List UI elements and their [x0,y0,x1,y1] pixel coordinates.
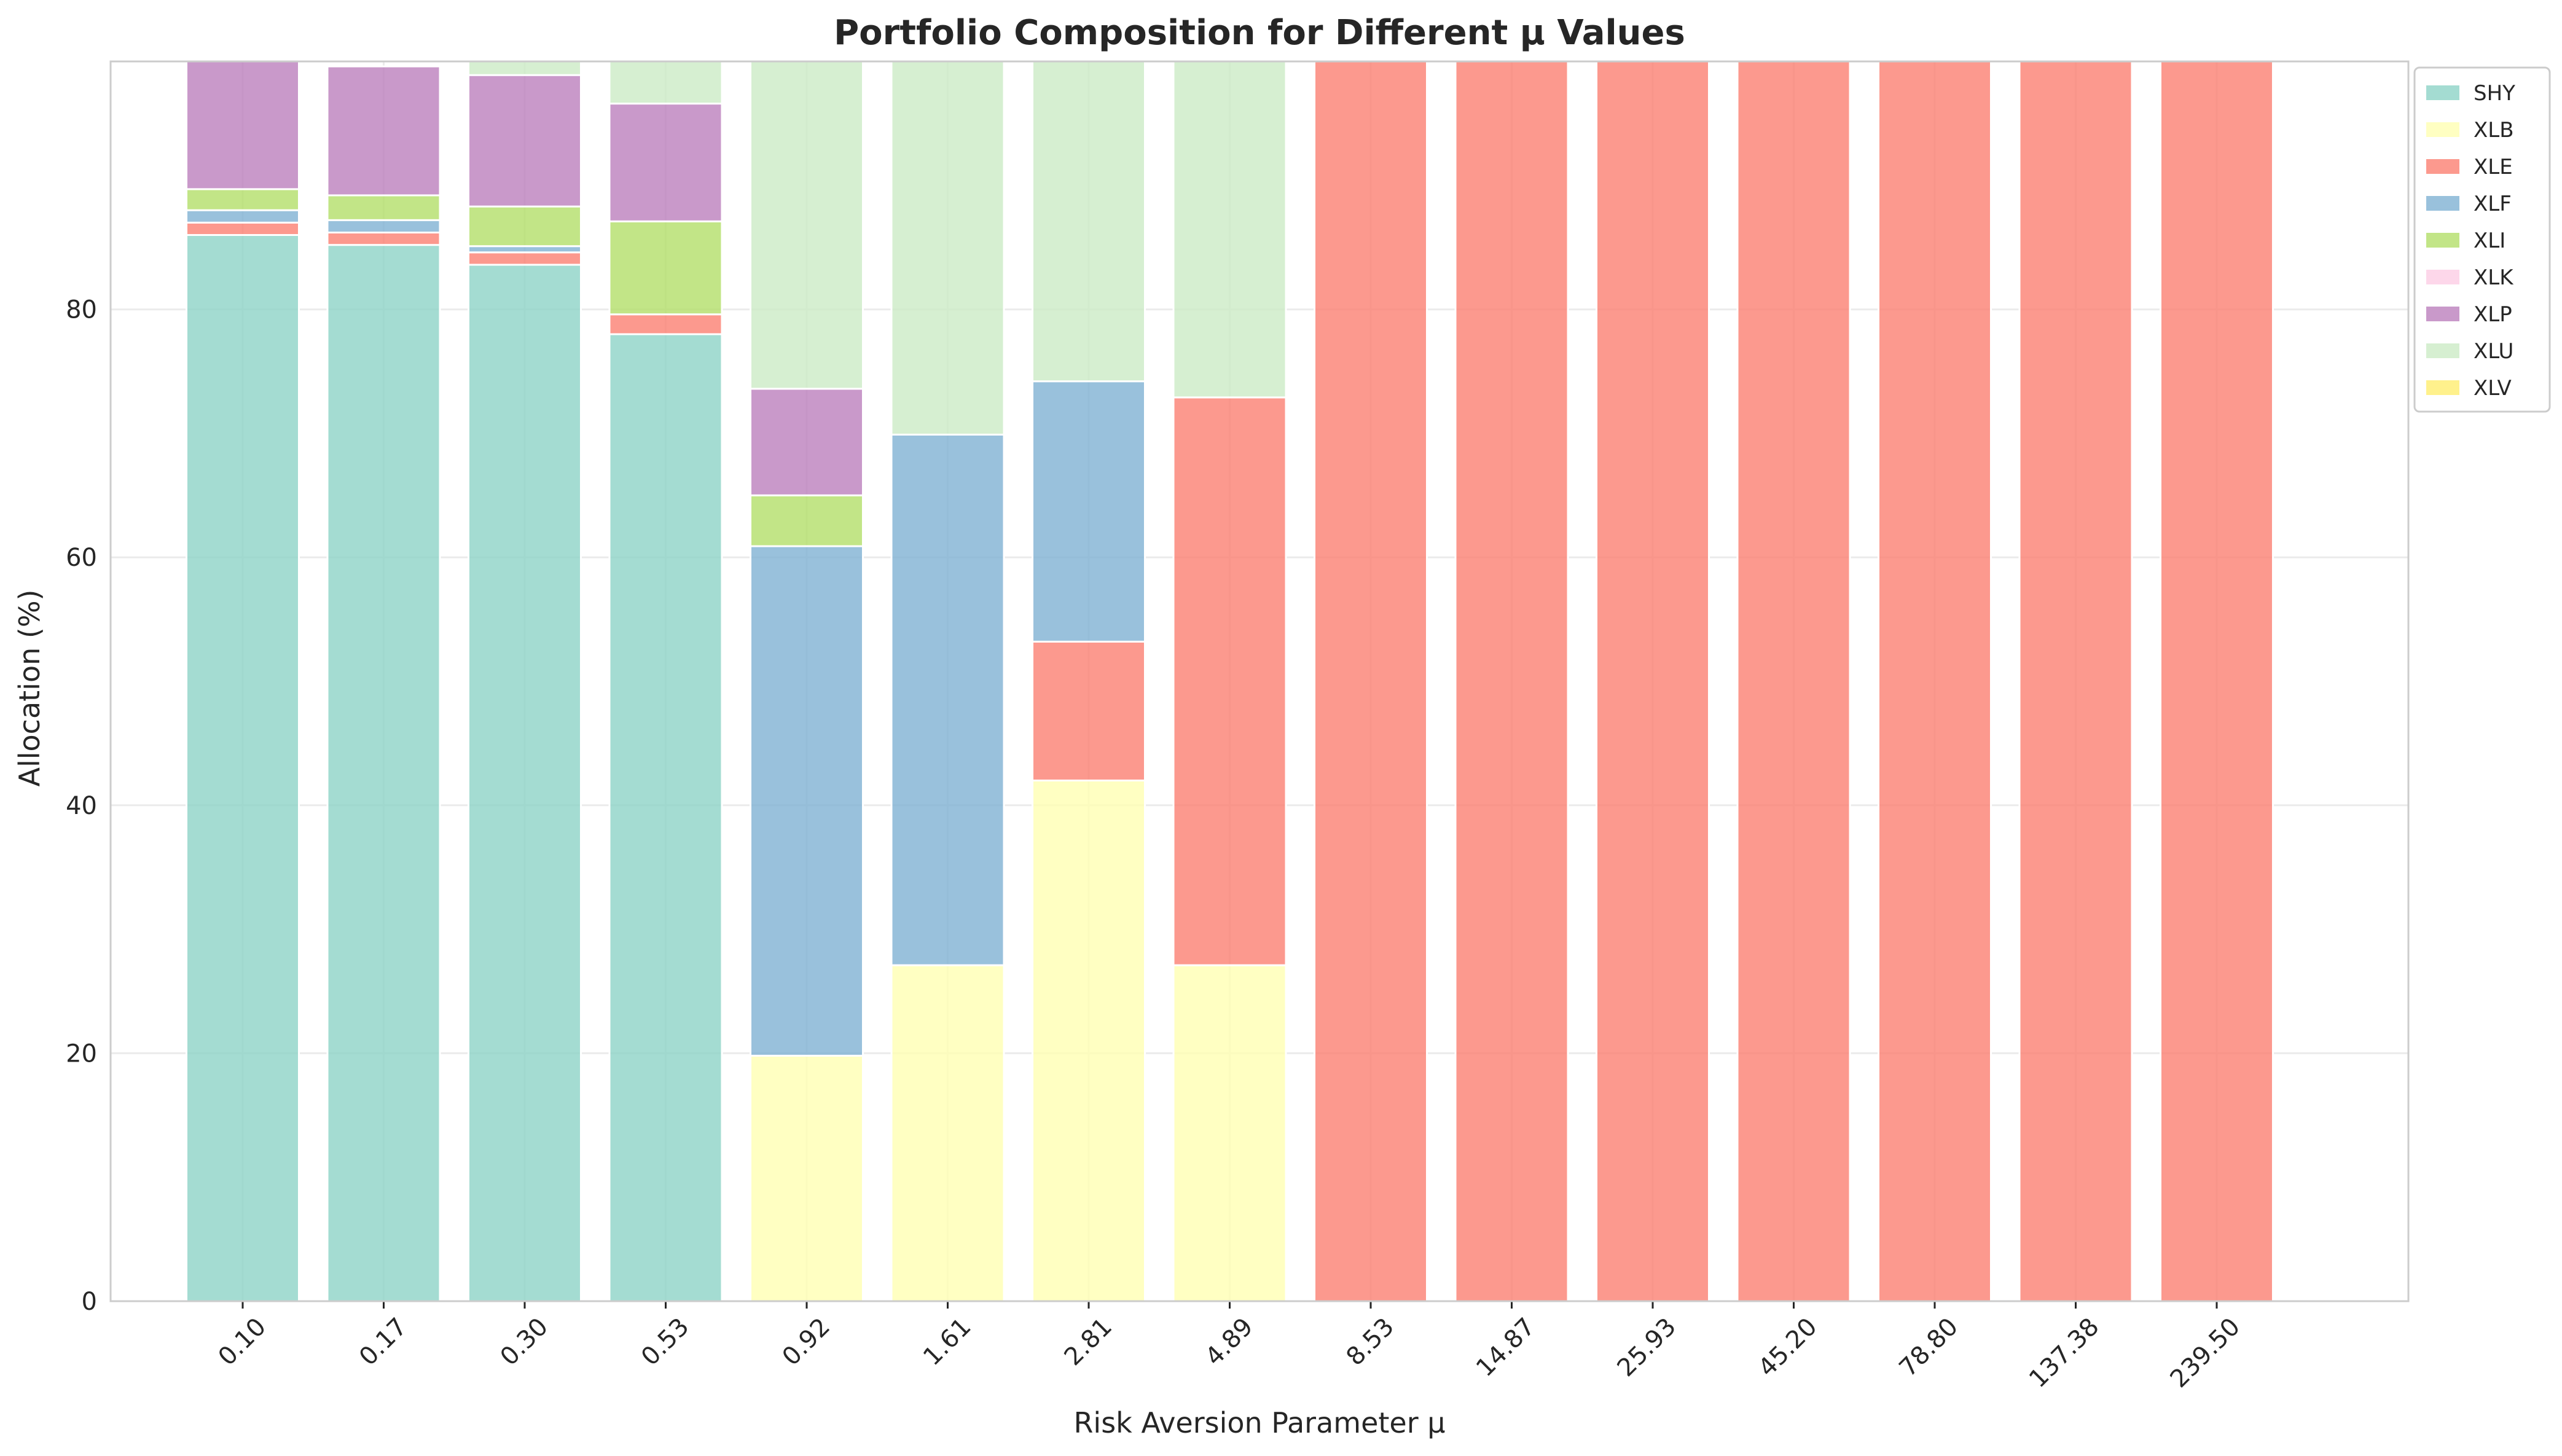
legend-swatch-xlv [2425,379,2461,396]
y-tick-label: 40 [66,792,97,820]
bar-segment-xli [468,205,582,248]
bar-segment-xlp [608,103,723,222]
bar-segment-xlu [1172,60,1287,399]
legend-swatch-xli [2425,232,2461,249]
legend-swatch-shy [2425,84,2461,101]
bar-segment-xle [608,313,723,335]
legend-label-xlf: XLF [2474,192,2512,216]
bar-segment-xlu [468,60,582,76]
legend-label-shy: SHY [2474,81,2515,106]
bar-segment-xle [186,221,300,237]
legend-swatch-xle [2425,158,2461,175]
legend-swatch-xlf [2425,195,2461,212]
bar-segment-xlb [890,964,1005,1302]
bar-segment-xli [608,220,723,316]
bar-segment-shy [326,244,441,1302]
bar-segment-xle [2160,60,2274,1302]
bar-segment-xlu [890,60,1005,436]
bar-segment-xli [750,494,864,547]
legend-label-xlk: XLK [2474,265,2514,290]
bar-segment-xlb [1172,964,1287,1302]
legend-label-xlv: XLV [2474,376,2512,401]
legend-swatch-xlb [2425,121,2461,138]
bar-segment-xle [1878,60,1992,1302]
legend-label-xlu: XLU [2474,339,2513,364]
y-axis-label: Allocation (%) [13,590,46,787]
plot-frame [109,60,2410,1302]
bar-segment-xlp [750,388,864,496]
bar-segment-xle [1454,60,1569,1302]
bar-segment-shy [608,333,723,1302]
legend-label-xli: XLI [2474,229,2505,253]
bar-segment-xli [326,194,441,221]
bars [186,60,2274,1302]
bar-segment-xlu [1032,60,1146,383]
bar-segment-xle [1032,640,1146,781]
legend: SHY XLB XLE XLF XLI XLK XLP XLU XLV [2413,66,2551,413]
bar-segment-xle [1596,60,1710,1302]
y-tick-label: 60 [66,544,97,572]
bar-segment-xli [186,188,300,211]
legend-label-xlb: XLB [2474,118,2514,143]
y-tick-label: 80 [66,296,97,324]
bar-segment-xlf [468,245,582,254]
chart-title: Portfolio Composition for Different μ Va… [834,13,1685,53]
bar-segment-shy [468,264,582,1302]
bar-segment-xlf [750,545,864,1057]
bar-segment-xlb [750,1054,864,1302]
bar-segment-xle [1314,60,1428,1302]
bar-segment-xlf [890,433,1005,966]
bar-segment-xlp [326,65,441,197]
bar-segment-xlp [468,74,582,208]
bar-segment-xlf [326,219,441,233]
y-tick-label: 0 [82,1288,97,1316]
legend-swatch-xlk [2425,268,2461,286]
bar-segment-xlu [608,60,723,105]
bar-segment-shy [186,234,300,1302]
x-axis-label: Risk Aversion Parameter μ [1073,1406,1445,1439]
y-tick-label: 20 [66,1039,97,1068]
bar-segment-xlu [750,60,864,390]
legend-label-xle: XLE [2474,155,2513,179]
bar-segment-xlf [1032,380,1146,643]
bar-segment-xle [2018,60,2133,1302]
bar-segment-xle [468,251,582,266]
legend-label-xlp: XLP [2474,302,2512,327]
legend-swatch-xlp [2425,305,2461,323]
bar-segment-xlp [186,60,300,190]
bar-segment-xlf [186,209,300,224]
bar-segment-xle [1736,60,1851,1302]
bar-segment-xle [326,231,441,246]
legend-box [2413,66,2551,413]
bar-segment-xlb [1032,779,1146,1302]
legend-swatch-xlu [2425,342,2461,359]
bar-segment-xle [1172,396,1287,966]
